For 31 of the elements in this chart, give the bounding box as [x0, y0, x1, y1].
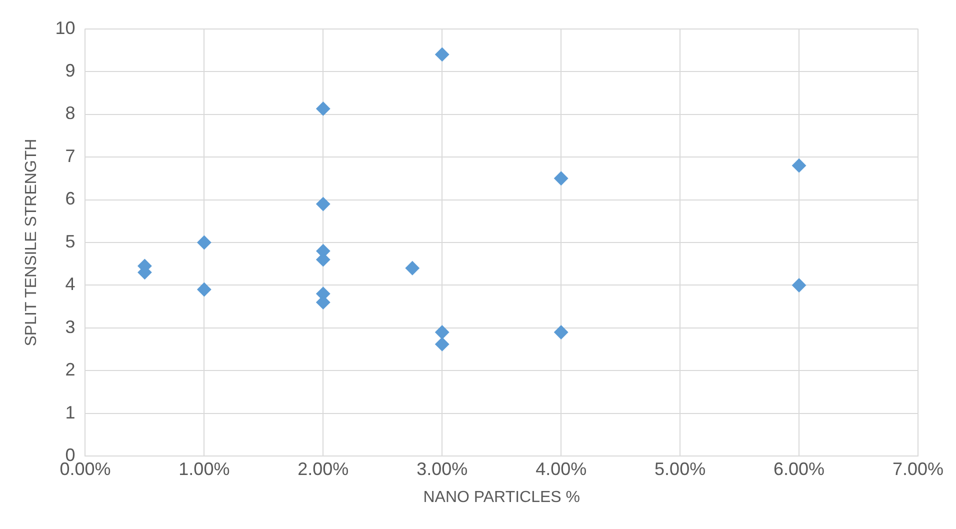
x-tick-label: 4.00%	[536, 458, 587, 479]
x-tick-label: 2.00%	[298, 458, 349, 479]
point	[554, 325, 568, 340]
point	[316, 197, 330, 212]
y-axis-title: SPLIT TENSILE STRENGTH	[23, 138, 40, 346]
point	[197, 282, 212, 297]
point	[435, 325, 450, 340]
x-tick-label: 3.00%	[416, 458, 468, 479]
point	[435, 337, 450, 352]
point	[792, 278, 806, 292]
y-tick-label: 1	[65, 402, 76, 422]
y-tick-label: 10	[55, 18, 76, 38]
y-tick-label: 2	[65, 360, 76, 380]
x-tick-label: 5.00%	[654, 458, 706, 479]
y-tick-label: 7	[65, 146, 76, 166]
point	[316, 102, 330, 116]
point	[197, 236, 212, 250]
x-tick-label: 1.00%	[178, 458, 230, 479]
y-tick-label: 8	[65, 103, 76, 124]
x-axis-title: NANO PARTICLES %	[423, 488, 580, 506]
y-tick-label: 4	[65, 274, 76, 294]
y-tick-label: 9	[65, 60, 76, 81]
y-tick-label: 6	[65, 188, 76, 209]
y-tick-label: 5	[65, 231, 76, 252]
y-tick-label: 3	[65, 316, 76, 337]
point	[405, 261, 420, 276]
point	[435, 47, 450, 62]
point	[554, 171, 568, 186]
x-tick-label: 7.00%	[892, 458, 944, 479]
x-tick-label: 6.00%	[774, 458, 825, 479]
point	[792, 158, 806, 173]
